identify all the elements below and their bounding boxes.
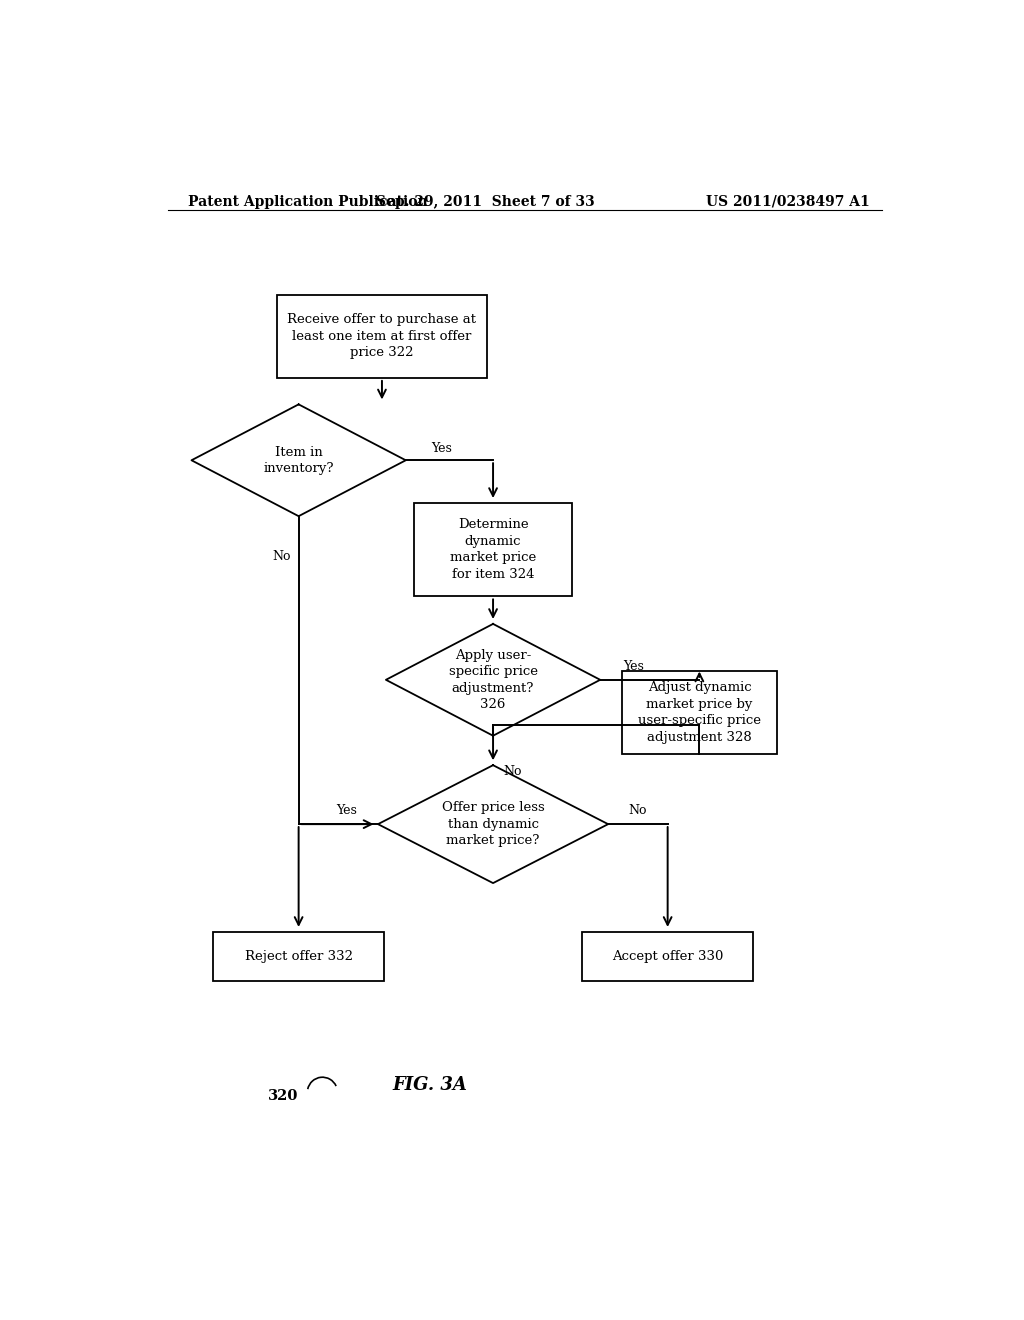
Text: Adjust dynamic
market price by
user-specific price
adjustment 328: Adjust dynamic market price by user-spec… (638, 681, 761, 743)
Text: No: No (629, 804, 647, 817)
Text: Yes: Yes (624, 660, 644, 673)
Text: Offer price less
than dynamic
market price?: Offer price less than dynamic market pri… (441, 801, 545, 847)
Text: No: No (504, 764, 522, 777)
Text: Apply user-
specific price
adjustment?
326: Apply user- specific price adjustment? 3… (449, 648, 538, 711)
Text: US 2011/0238497 A1: US 2011/0238497 A1 (707, 195, 870, 209)
Bar (414, 503, 572, 597)
Text: Receive offer to purchase at
least one item at first offer
price 322: Receive offer to purchase at least one i… (288, 313, 476, 359)
Text: Item in
inventory?: Item in inventory? (263, 446, 334, 475)
Text: Sep. 29, 2011  Sheet 7 of 33: Sep. 29, 2011 Sheet 7 of 33 (376, 195, 595, 209)
Text: Patent Application Publication: Patent Application Publication (187, 195, 427, 209)
Bar (213, 932, 384, 981)
Bar (276, 294, 487, 378)
Bar (622, 671, 777, 754)
Text: Determine
dynamic
market price
for item 324: Determine dynamic market price for item … (450, 519, 537, 581)
Text: FIG. 3A: FIG. 3A (392, 1076, 467, 1094)
Text: Reject offer 332: Reject offer 332 (245, 950, 352, 962)
Text: 320: 320 (268, 1089, 299, 1102)
Text: No: No (272, 550, 291, 564)
Text: Accept offer 330: Accept offer 330 (612, 950, 723, 962)
Text: Yes: Yes (336, 804, 356, 817)
Text: Yes: Yes (431, 442, 452, 454)
Bar (583, 932, 753, 981)
